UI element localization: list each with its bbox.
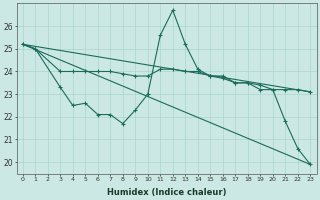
X-axis label: Humidex (Indice chaleur): Humidex (Indice chaleur) xyxy=(107,188,226,197)
